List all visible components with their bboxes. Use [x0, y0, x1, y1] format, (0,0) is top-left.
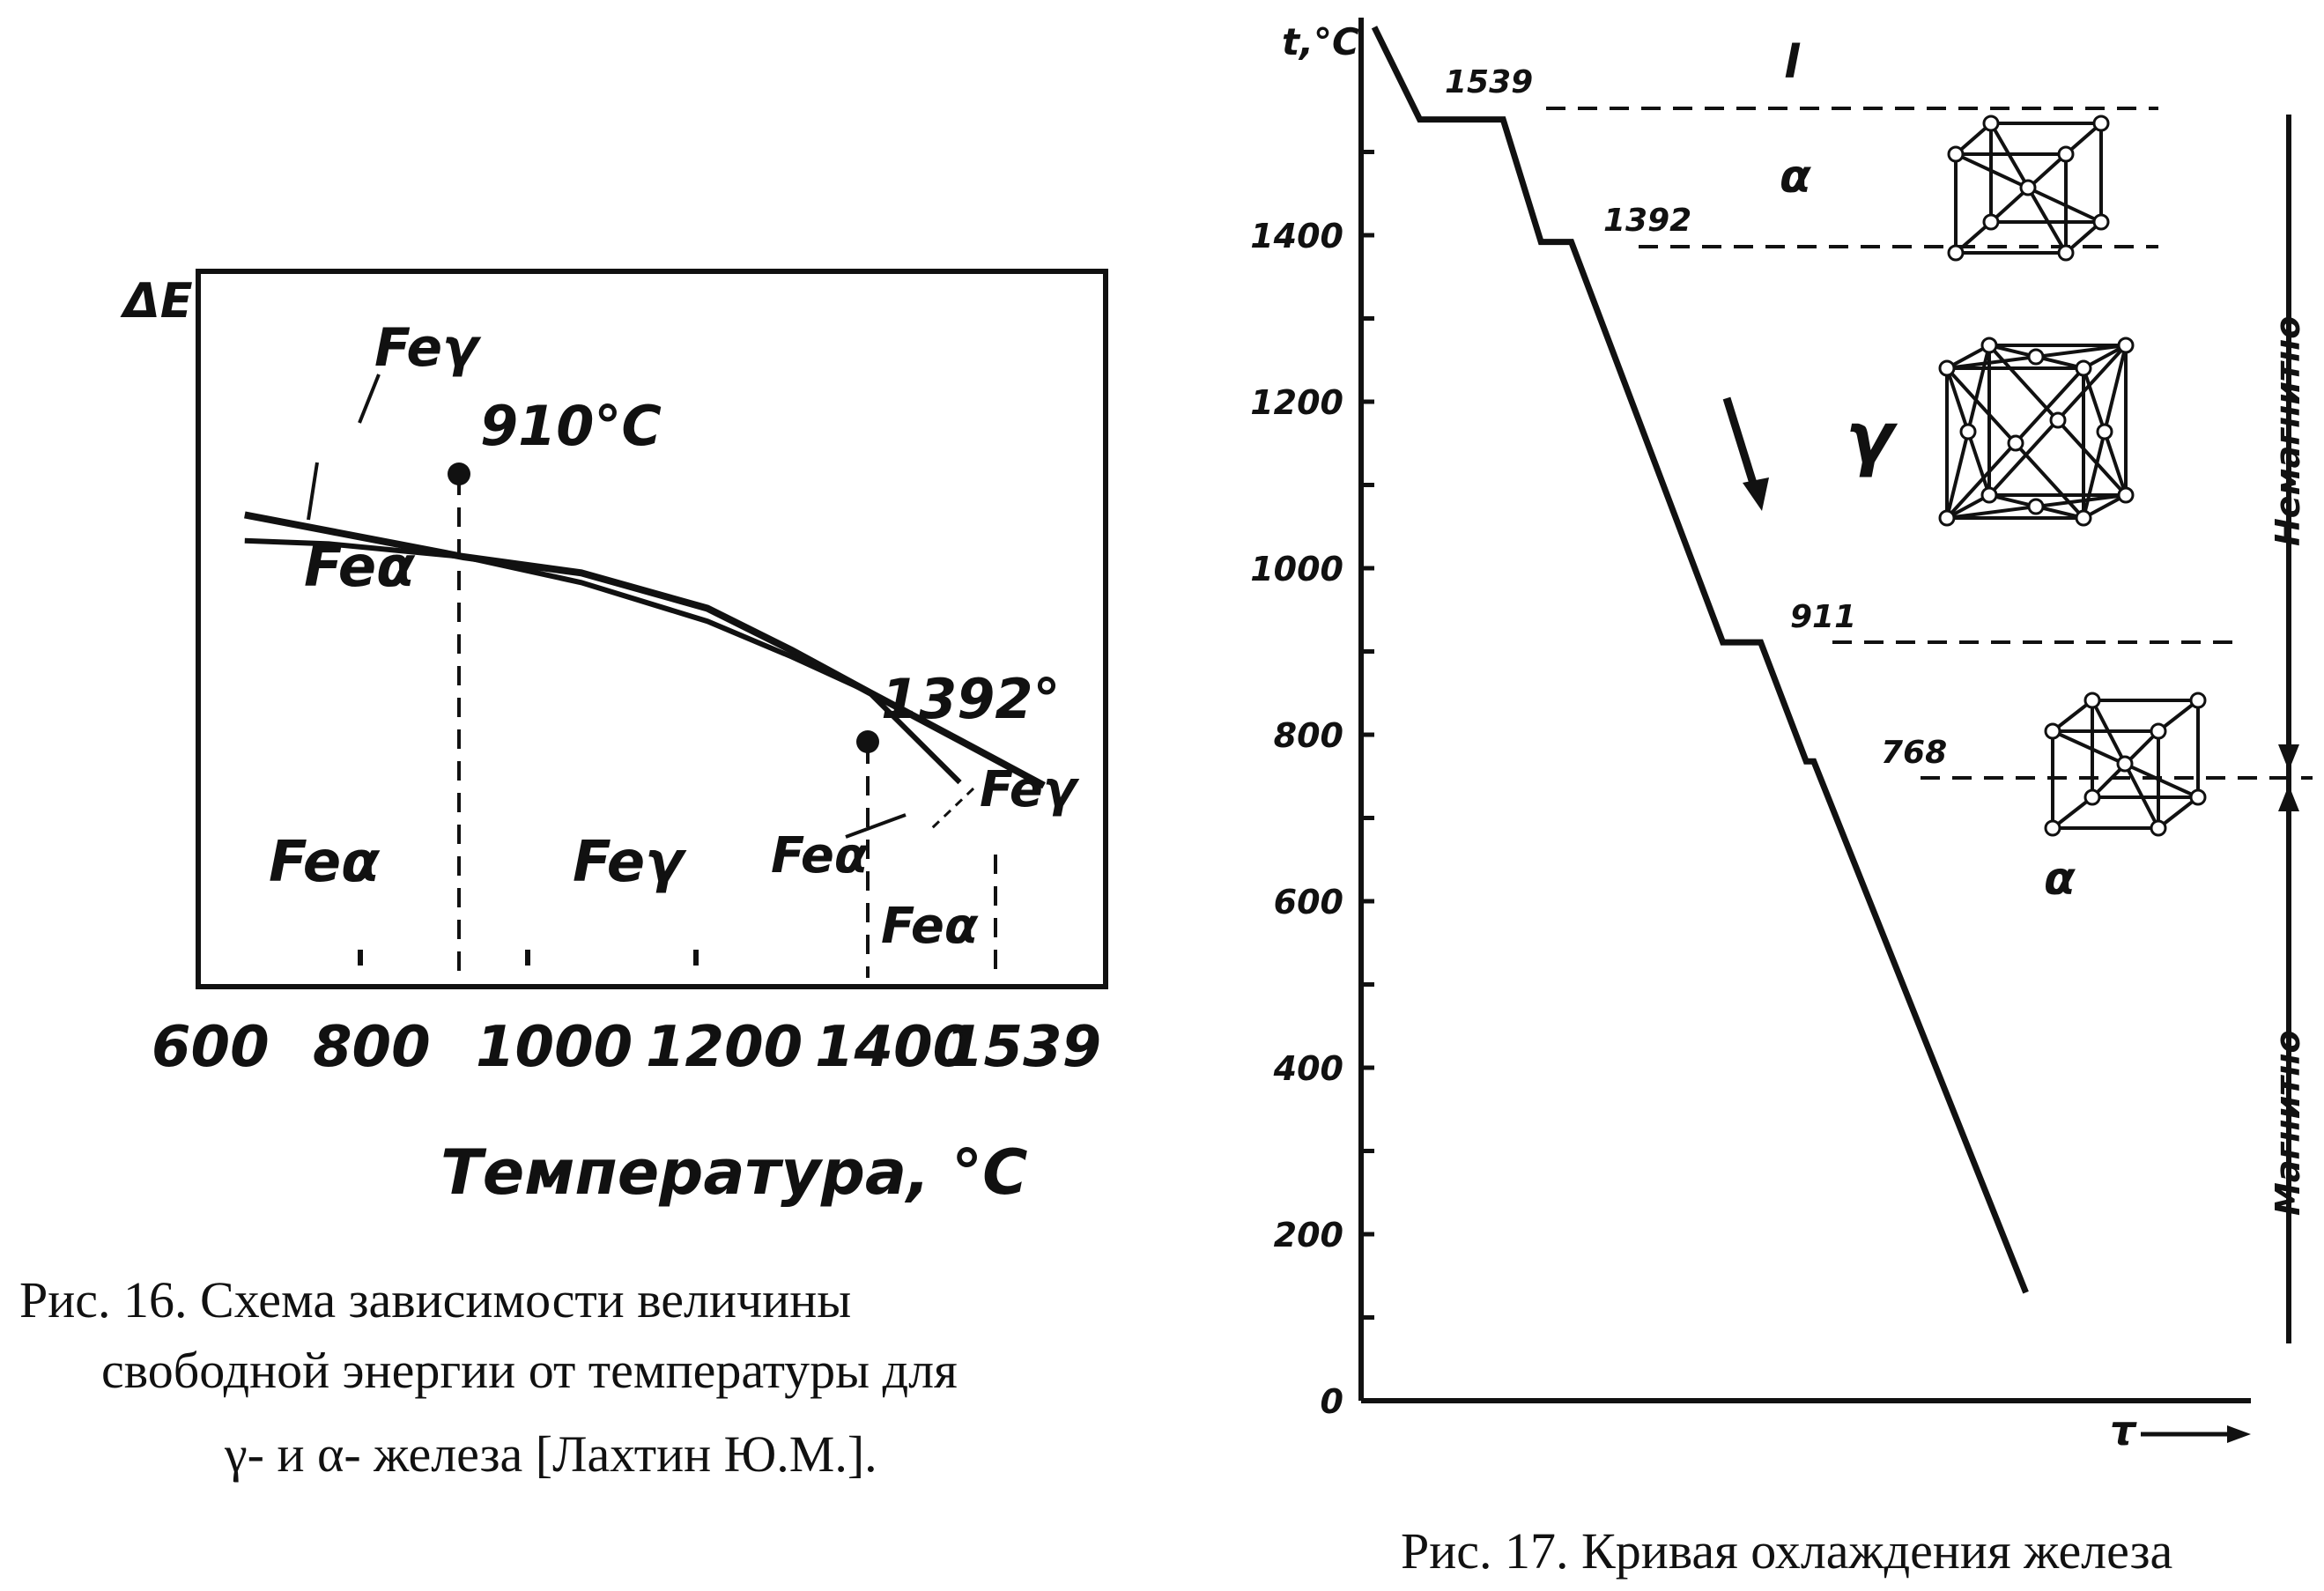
fig16-leader-alpha-right [845, 813, 907, 839]
fig17-y-axis-label: t,°C [1282, 20, 1359, 63]
fig17-x-axis-arrow [2141, 1425, 2251, 1443]
figure17-chart: t,°C 0 200 400 600 800 1000 1200 1400 1539 1392… [1250, 18, 2313, 1454]
fig16-label-910: 910°C [480, 394, 662, 458]
fig16-label-fe-gamma-top: Feγ [374, 317, 482, 379]
fig17-plateau-label-1539: 1539 [1445, 64, 1533, 100]
fig17-y-tick-label: 1400 [1250, 217, 1343, 255]
fig16-label-fe-alpha-top: Feα [304, 535, 416, 600]
fig17-phase-liquid: l [1784, 36, 1801, 89]
fig16-x-axis-label: Температура, °C [440, 1136, 1028, 1209]
fig17-y-tick-label: 200 [1274, 1216, 1343, 1254]
fig16-point-910 [448, 462, 470, 485]
fig17-x-axis-label: τ [2110, 1407, 2137, 1454]
fig17-y-tick-label: 800 [1274, 716, 1343, 755]
fig16-x-tick-label: 1200 [646, 1015, 803, 1080]
fig16-point-1392 [856, 730, 879, 753]
fig17-y-tick-label: 1000 [1250, 550, 1343, 588]
fig16-leader-gamma [358, 374, 381, 424]
fig17-magnetism-bar [2278, 115, 2299, 1343]
fig16-x-ticks: 600 800 1000 1200 1400 1539 [152, 950, 1101, 1080]
fig17-y-tick-label: 1200 [1250, 383, 1343, 422]
fig17-y-tick-label: 600 [1274, 883, 1343, 921]
fig16-x-tick-label: 1400 [815, 1015, 972, 1080]
fig16-x-tick-label: 600 [152, 1015, 270, 1080]
fig17-plateau-label-911: 911 [1790, 599, 1856, 635]
fig16-x-tick-label: 1000 [476, 1015, 633, 1080]
fig17-plateau-label-768: 768 [1881, 735, 1947, 771]
fig17-phase-alpha-high: α [1780, 151, 1811, 204]
fig17-cooling-curve [1371, 26, 2029, 1294]
fig16-curve-fe-gamma [244, 511, 1046, 789]
fig16-leader-gamma-right [930, 787, 975, 830]
fig16-label-1392: 1392° [881, 667, 1061, 731]
fig17-bcc-lattice-top [1947, 115, 2110, 262]
fig17-plateau-label-1392: 1392 [1603, 203, 1691, 239]
fig17-y-tick-label: 400 [1273, 1049, 1343, 1088]
fig17-phase-alpha-low: α [2044, 853, 2076, 906]
fig16-y-axis-label: ΔE [120, 273, 193, 329]
fig17-fcc-lattice [1938, 337, 2135, 527]
fig16-x-tick-label: 1539 [944, 1015, 1101, 1080]
fig16-label-fe-gamma-right: Feγ [980, 761, 1080, 818]
fig17-y-tick-label: 0 [1321, 1382, 1343, 1421]
fig17-cooling-direction-arrow [1722, 396, 1769, 511]
fig17-bcc-lattice-bottom [2044, 692, 2207, 837]
fig16-region-fe-gamma: Feγ [573, 830, 687, 895]
fig16-region-fe-alpha: Feα [269, 830, 381, 895]
fig17-y-ticks: 0 200 400 600 800 1000 1200 1400 [1250, 150, 1374, 1421]
fig16-curve-fe-alpha [244, 537, 962, 785]
fig16-leader-alpha [307, 462, 319, 521]
fig16-label-fe-alpha-right: Feα [771, 827, 869, 884]
figure16-chart: ΔE 600 800 1000 1200 1400 1539 Температу… [120, 269, 1108, 1209]
fig16-caption-line2: свободной энергии от температуры для [101, 1342, 958, 1399]
fig17-label-nonmagnetic: Немагнитно [2268, 316, 2307, 546]
fig16-x-tick-label: 800 [313, 1015, 431, 1080]
fig16-label-fe-alpha-bottom: Feα [881, 898, 979, 955]
fig17-label-magnetic: Магнитно [2268, 1030, 2307, 1216]
fig16-caption-line1: Рис. 16. Схема зависимости величины [19, 1271, 851, 1328]
fig17-caption: Рис. 17. Кривая охлаждения железа [1401, 1522, 2172, 1580]
fig17-phase-gamma: γ [1846, 397, 1898, 479]
fig16-caption-line3: γ- и α- железа [Лахтин Ю.М.]. [224, 1425, 877, 1483]
fig16-plot-frame [196, 269, 1108, 989]
